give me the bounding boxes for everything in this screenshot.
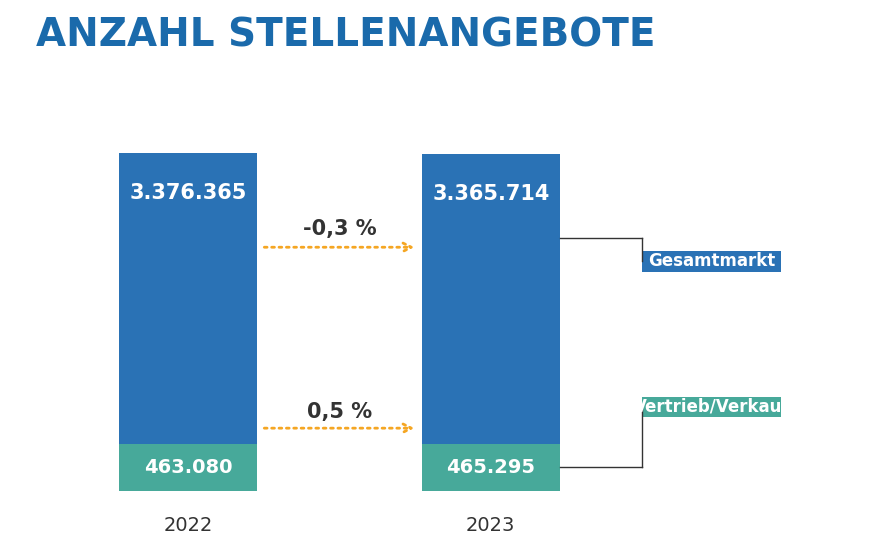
FancyBboxPatch shape: [421, 444, 560, 491]
FancyBboxPatch shape: [421, 153, 560, 491]
FancyBboxPatch shape: [119, 444, 257, 491]
Text: 465.295: 465.295: [446, 458, 535, 477]
FancyBboxPatch shape: [119, 152, 257, 491]
Text: Vertrieb/Verkauf: Vertrieb/Verkauf: [633, 398, 789, 416]
Text: Gesamtmarkt: Gesamtmarkt: [647, 252, 774, 271]
FancyBboxPatch shape: [641, 251, 780, 272]
Text: 2023: 2023: [466, 516, 515, 535]
Text: ANZAHL STELLENANGEBOTE: ANZAHL STELLENANGEBOTE: [36, 16, 654, 54]
Text: -0,3 %: -0,3 %: [302, 219, 375, 239]
Text: 0,5 %: 0,5 %: [307, 402, 372, 422]
Text: 463.080: 463.080: [144, 458, 232, 477]
Text: 2022: 2022: [163, 516, 213, 535]
FancyBboxPatch shape: [641, 397, 780, 417]
Text: 3.365.714: 3.365.714: [432, 184, 549, 204]
Text: 3.376.365: 3.376.365: [129, 183, 247, 203]
